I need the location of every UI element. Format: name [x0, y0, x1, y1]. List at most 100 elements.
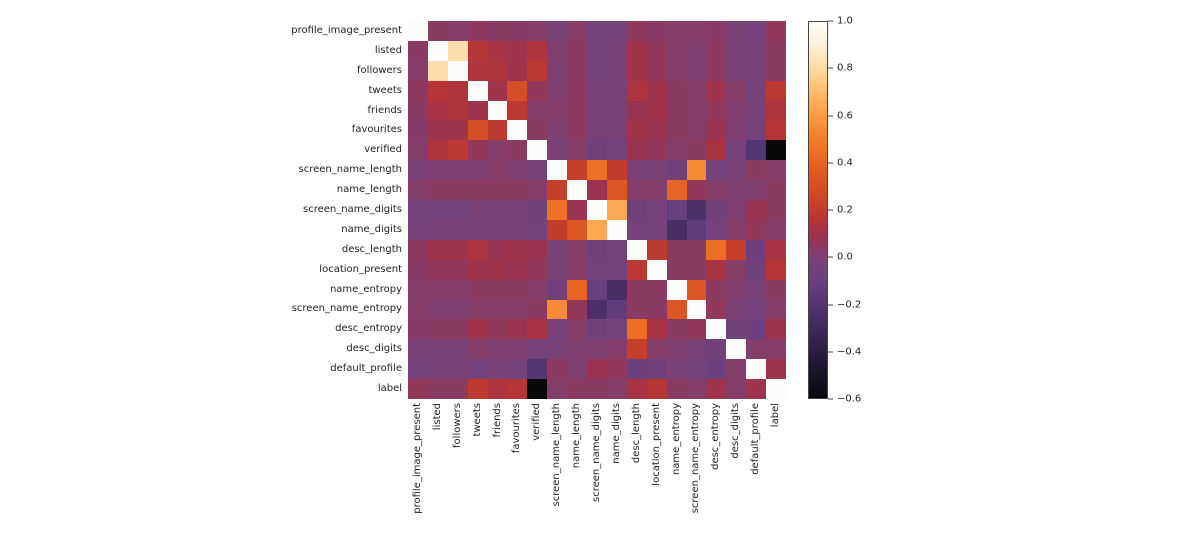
colorbar-tick-mark — [828, 162, 833, 163]
colorbar-tick: 0.6 — [828, 110, 853, 121]
heatmap-cell — [587, 200, 607, 220]
y-tick-label: label — [378, 384, 402, 394]
heatmap-cell — [627, 260, 647, 280]
heatmap-cell — [547, 120, 567, 140]
colorbar-tick-mark — [828, 68, 833, 69]
heatmap-cell — [428, 140, 448, 160]
heatmap-cell — [428, 61, 448, 81]
heatmap-cell — [488, 120, 508, 140]
heatmap-cell — [408, 140, 428, 160]
heatmap-cell — [547, 220, 567, 240]
heatmap-cell — [488, 81, 508, 101]
heatmap-cell — [607, 160, 627, 180]
heatmap-cell — [468, 140, 488, 160]
heatmap-cell — [567, 280, 587, 300]
heatmap-cell — [507, 240, 527, 260]
heatmap-cell — [687, 379, 707, 399]
heatmap-cell — [448, 339, 468, 359]
heatmap-cell — [547, 339, 567, 359]
heatmap-cell — [488, 339, 508, 359]
y-tick-label: favourites — [352, 125, 402, 135]
heatmap-cell — [746, 319, 766, 339]
colorbar-tick-label: −0.6 — [837, 394, 861, 405]
heatmap-cell — [507, 180, 527, 200]
heatmap-cell — [746, 101, 766, 121]
heatmap-cell — [547, 140, 567, 160]
x-tick-label: screen_name_entropy — [691, 403, 701, 513]
colorbar-tick-label: 0.0 — [837, 252, 853, 263]
heatmap-cell — [746, 240, 766, 260]
heatmap-cell — [468, 339, 488, 359]
heatmap-cell — [766, 260, 786, 280]
heatmap-cell — [527, 240, 547, 260]
y-tick-label: screen_name_length — [299, 165, 402, 175]
heatmap-cell — [627, 339, 647, 359]
heatmap-cell — [428, 120, 448, 140]
heatmap-cell — [507, 81, 527, 101]
heatmap-cell — [726, 180, 746, 200]
heatmap-cell — [687, 140, 707, 160]
heatmap-cell — [627, 140, 647, 160]
heatmap-cell — [587, 180, 607, 200]
heatmap-cell — [687, 339, 707, 359]
heatmap-cell — [627, 280, 647, 300]
heatmap-cell — [567, 339, 587, 359]
x-tick-label: profile_image_present — [413, 403, 423, 514]
heatmap-cell — [726, 379, 746, 399]
heatmap-cell — [468, 280, 488, 300]
heatmap-cell — [428, 300, 448, 320]
heatmap-cell — [428, 180, 448, 200]
heatmap-cell — [567, 379, 587, 399]
heatmap-cell — [527, 120, 547, 140]
heatmap-cell — [547, 180, 567, 200]
heatmap-cell — [448, 220, 468, 240]
heatmap-cell — [488, 101, 508, 121]
heatmap-cell — [706, 120, 726, 140]
heatmap-cell — [408, 339, 428, 359]
heatmap-cell — [706, 339, 726, 359]
figure: profile_image_presentlistedfollowerstwee… — [0, 0, 1179, 549]
heatmap-cell — [647, 240, 667, 260]
colorbar-tick-label: −0.2 — [837, 299, 861, 310]
heatmap-cell — [607, 21, 627, 41]
heatmap-cell — [667, 379, 687, 399]
heatmap-cell — [706, 359, 726, 379]
heatmap-cell — [607, 339, 627, 359]
heatmap-cell — [746, 300, 766, 320]
heatmap-cell — [408, 280, 428, 300]
x-tick-label: default_profile — [751, 403, 761, 475]
y-tick-label: followers — [357, 66, 402, 76]
heatmap-cell — [547, 61, 567, 81]
heatmap-cell — [587, 21, 607, 41]
heatmap-cell — [468, 61, 488, 81]
heatmap-cell — [468, 359, 488, 379]
heatmap-cell — [607, 300, 627, 320]
heatmap-cell — [527, 379, 547, 399]
heatmap-cell — [766, 21, 786, 41]
heatmap-cell — [527, 339, 547, 359]
heatmap-cell — [607, 81, 627, 101]
heatmap-cell — [567, 319, 587, 339]
heatmap-cell — [567, 180, 587, 200]
x-tick-label: followers — [453, 403, 463, 448]
y-tick-label: location_present — [319, 265, 402, 275]
colorbar-tick-mark — [828, 257, 833, 258]
x-tick-label: screen_name_length — [552, 403, 562, 506]
heatmap-cell — [547, 280, 567, 300]
heatmap-cell — [607, 319, 627, 339]
heatmap-cell — [627, 240, 647, 260]
heatmap-cell — [587, 319, 607, 339]
x-tick-label: desc_entropy — [711, 403, 721, 470]
heatmap-cell — [587, 81, 607, 101]
heatmap-cell — [468, 160, 488, 180]
heatmap-cell — [766, 379, 786, 399]
heatmap-cell — [428, 200, 448, 220]
heatmap-cell — [667, 240, 687, 260]
colorbar-ticks: −0.6−0.4−0.20.00.20.40.60.81.0 — [828, 21, 888, 399]
heatmap-cell — [687, 21, 707, 41]
heatmap-cell — [428, 220, 448, 240]
heatmap-cell — [766, 240, 786, 260]
heatmap-cell — [627, 300, 647, 320]
heatmap-cell — [448, 140, 468, 160]
heatmap-cell — [706, 140, 726, 160]
